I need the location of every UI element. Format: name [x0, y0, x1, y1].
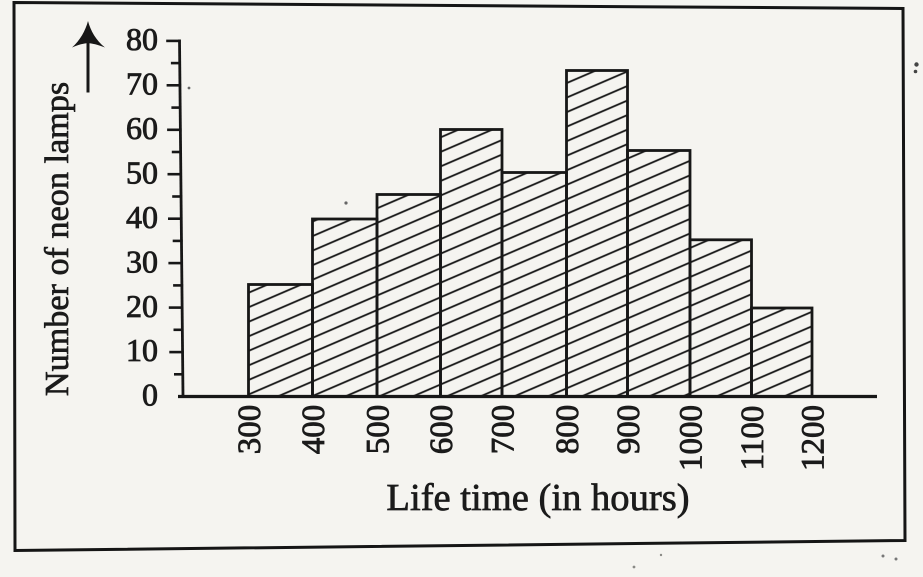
svg-text:1200: 1200 — [796, 405, 832, 471]
svg-text:700: 700 — [486, 405, 522, 455]
svg-text:1100: 1100 — [735, 406, 771, 471]
svg-text:50: 50 — [126, 154, 158, 190]
svg-text:600: 600 — [424, 405, 460, 455]
svg-text:80: 80 — [126, 21, 158, 57]
svg-text:500: 500 — [361, 405, 397, 455]
svg-text:0: 0 — [142, 377, 158, 413]
svg-text:30: 30 — [126, 243, 158, 279]
svg-text:300: 300 — [232, 405, 268, 455]
svg-text:900: 900 — [611, 405, 647, 455]
svg-text:Life time (in hours): Life time (in hours) — [386, 477, 689, 519]
svg-text:70: 70 — [126, 66, 158, 102]
svg-text:Number of neon lamps: Number of neon lamps — [39, 82, 76, 396]
svg-text:800: 800 — [550, 405, 586, 455]
svg-text:60: 60 — [126, 110, 158, 146]
svg-text:1000: 1000 — [674, 405, 710, 471]
svg-text:400: 400 — [296, 405, 332, 455]
svg-text:40: 40 — [126, 199, 158, 235]
svg-text:20: 20 — [126, 288, 158, 324]
svg-text:10: 10 — [126, 332, 158, 368]
